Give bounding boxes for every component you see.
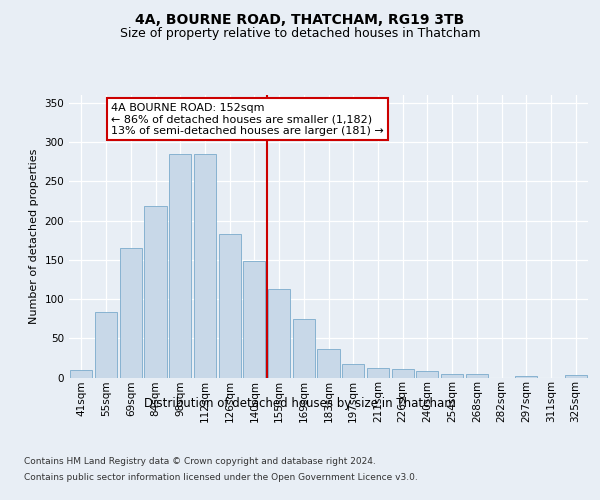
Bar (416, 371, 439, 378)
Text: Contains public sector information licensed under the Open Government Licence v3: Contains public sector information licen… (24, 472, 418, 482)
Text: Distribution of detached houses by size in Thatcham: Distribution of detached houses by size … (144, 398, 456, 410)
Bar (145, 206, 167, 378)
Bar (218, 234, 241, 378)
Bar (565, 375, 587, 378)
Bar (169, 154, 191, 378)
Bar (119, 248, 142, 378)
Bar (70, 370, 92, 378)
Bar (268, 289, 290, 378)
Bar (243, 262, 265, 378)
Bar (515, 376, 538, 378)
Bar (95, 312, 117, 378)
Bar (466, 374, 488, 378)
Bar (317, 349, 340, 378)
Bar (293, 320, 315, 378)
Bar (441, 374, 463, 378)
Text: 4A, BOURNE ROAD, THATCHAM, RG19 3TB: 4A, BOURNE ROAD, THATCHAM, RG19 3TB (136, 12, 464, 26)
Text: Contains HM Land Registry data © Crown copyright and database right 2024.: Contains HM Land Registry data © Crown c… (24, 458, 376, 466)
Bar (392, 369, 414, 378)
Bar (342, 364, 364, 378)
Text: Size of property relative to detached houses in Thatcham: Size of property relative to detached ho… (119, 28, 481, 40)
Bar (194, 154, 216, 378)
Text: 4A BOURNE ROAD: 152sqm
← 86% of detached houses are smaller (1,182)
13% of semi-: 4A BOURNE ROAD: 152sqm ← 86% of detached… (111, 103, 384, 136)
Bar (367, 368, 389, 378)
Y-axis label: Number of detached properties: Number of detached properties (29, 148, 39, 324)
